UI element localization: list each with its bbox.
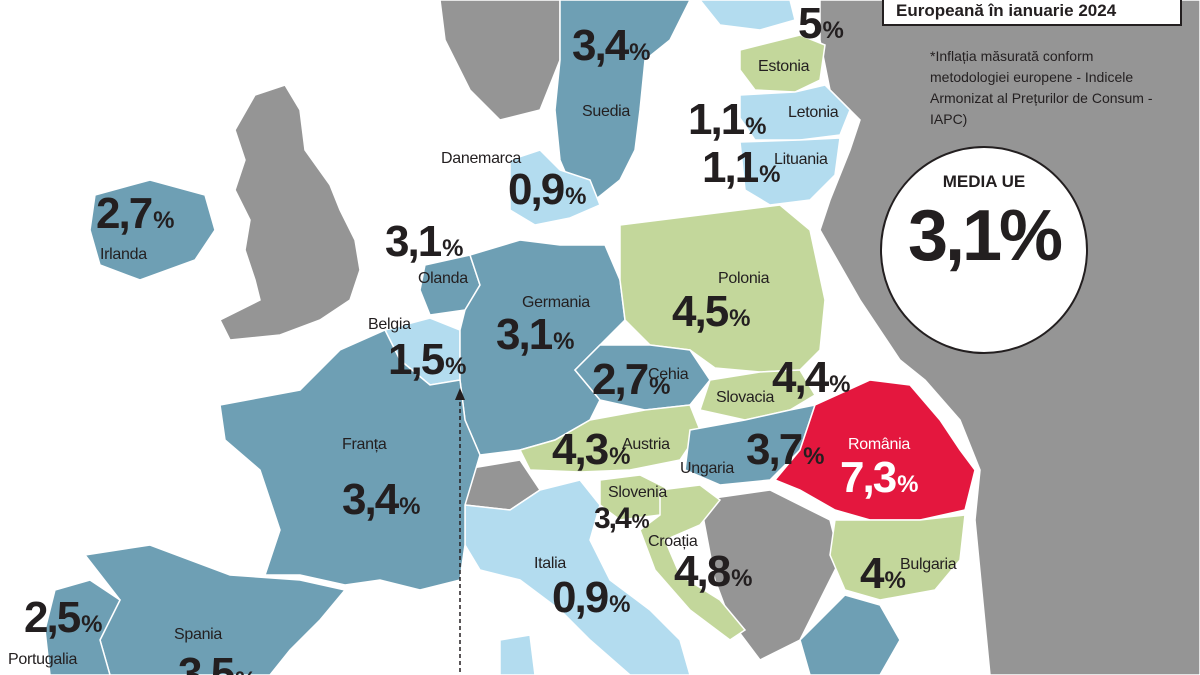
region-ireland [89, 179, 216, 281]
country-value: 3,4% [342, 475, 421, 524]
region-greece [799, 594, 901, 675]
country-name: Germania [522, 294, 590, 311]
country-name: Olanda [418, 270, 468, 287]
country-value: 2,7% [592, 355, 671, 404]
country-name: Franța [342, 436, 387, 453]
country-value: 3,4% [572, 21, 651, 70]
country-value: 2,7% [96, 189, 175, 238]
country-name: Spania [174, 626, 223, 643]
country-name: Estonia [758, 58, 810, 75]
country-value: 4,5% [672, 287, 751, 336]
country-name: Lituania [774, 151, 828, 168]
eu-average-label: MEDIA UE [942, 172, 1026, 191]
region-sardinia [499, 634, 536, 675]
country-value: 3,7% [746, 425, 825, 474]
country-name: Danemarca [441, 150, 522, 167]
region-portugal [44, 579, 121, 675]
country-name: Portugalia [8, 651, 78, 668]
country-name: Polonia [718, 270, 770, 287]
region-lithuania [739, 137, 841, 206]
country-value: 7,3% [840, 453, 919, 502]
region-bulgaria [829, 514, 966, 601]
country-name: Letonia [788, 104, 839, 121]
country-name: Italia [534, 555, 566, 572]
country-name: Cehia [648, 366, 689, 383]
country-name: Irlanda [100, 246, 147, 263]
country-value: 4,8% [674, 547, 753, 596]
country-value: 4% [860, 549, 906, 598]
title-frame [882, 0, 1182, 26]
country-name: Suedia [582, 103, 631, 120]
country-name: România [848, 436, 910, 453]
region-denmark [509, 149, 601, 226]
country-value: 1,1% [688, 95, 767, 144]
country-value: 3,4% [594, 502, 650, 535]
region-estonia [739, 34, 826, 93]
region-croatia [639, 484, 747, 641]
country-name: Slovacia [716, 389, 775, 406]
region-sweden [554, 0, 691, 201]
region-non-eu-norway [439, 0, 561, 121]
country-value: 3,1% [496, 310, 575, 359]
country-value: 3,5% [178, 649, 257, 675]
guide-arrow-icon [455, 388, 465, 400]
country-value: 4,3% [552, 425, 631, 474]
title-fragment: Europeană în ianuarie 2024 [896, 1, 1117, 20]
country-name: Croația [648, 533, 698, 550]
country-name: Bulgaria [900, 556, 957, 573]
country-value: 0,9% [552, 573, 631, 622]
country-name: Ungaria [680, 460, 734, 477]
region-romania [773, 379, 976, 521]
eu-average-value: 3,1% [907, 196, 1063, 276]
country-value: 2,5% [24, 593, 103, 642]
country-name: Belgia [368, 316, 411, 333]
country-name: Slovenia [608, 484, 667, 501]
country-value: 5% [798, 0, 844, 48]
country-value: 1,1% [702, 143, 781, 192]
country-value: 3,1% [385, 217, 464, 266]
region-finland [699, 0, 796, 31]
region-italy [464, 479, 691, 675]
country-name: Austria [622, 436, 670, 453]
region-france [219, 329, 481, 591]
country-value: 1,5% [388, 335, 467, 384]
region-slovakia [699, 369, 817, 421]
region-latvia [739, 84, 851, 141]
methodology-note: *Inflația măsurată conform metodologiei … [930, 48, 1153, 127]
region-non-eu-uk [218, 84, 361, 341]
eu-average-badge: MEDIA UE 3,1% [880, 146, 1088, 354]
country-value: 4,4% [772, 353, 851, 402]
country-value: 0,9% [508, 165, 587, 214]
